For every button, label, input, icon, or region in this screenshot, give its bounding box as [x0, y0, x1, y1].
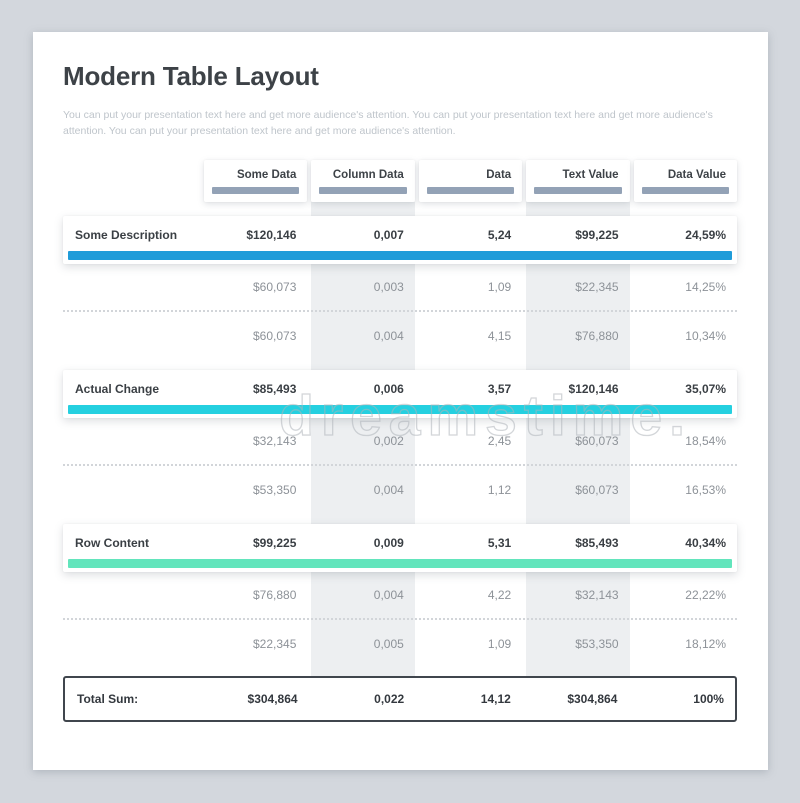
row-value: 2,45: [487, 434, 512, 448]
slide-card: Modern Table Layout You can put your pre…: [33, 32, 768, 770]
row-value: $53,350: [575, 637, 619, 651]
row-value: 4,22: [487, 588, 512, 602]
row-value: $22,345: [253, 637, 297, 651]
row-value: 18,54%: [685, 434, 726, 448]
column-header-label: Column Data: [332, 169, 404, 181]
table-row-normal: $32,143 0,002 2,45 $60,073 18,54%: [63, 418, 737, 466]
column-header-underline-bar: [534, 187, 622, 194]
row-value: $99,225: [253, 535, 297, 550]
row-value: 0,006: [373, 381, 404, 396]
row-value: $53,350: [253, 483, 297, 497]
table-row-normal: $22,345 0,005 1,09 $53,350 18,12%: [63, 620, 737, 668]
row-value: 0,004: [373, 483, 404, 497]
table-row-highlight: Actual Change $85,493 0,006 3,57 $120,146 35,…: [63, 370, 737, 418]
row-label: Row Content: [75, 535, 149, 550]
content-area: Modern Table Layout You can put your pre…: [33, 61, 768, 722]
row-value: 0,009: [373, 535, 404, 550]
column-header-some-data: Some Data: [204, 160, 308, 202]
column-header-label: Data: [486, 169, 512, 181]
header-spacer: [63, 160, 200, 202]
row-value: 5,24: [487, 227, 512, 242]
column-header-text-value: Text Value: [526, 160, 630, 202]
row-value: $99,225: [575, 227, 619, 242]
column-header-label: Data Value: [667, 169, 726, 181]
row-value: $85,493: [575, 535, 619, 550]
table-row-normal: $60,073 0,004 4,15 $76,880 10,34%: [63, 312, 737, 360]
row-value: $32,143: [253, 434, 297, 448]
row-value: 0,022: [374, 692, 405, 706]
row-value: 1,12: [487, 483, 512, 497]
column-stripe-text-value: [526, 202, 630, 722]
column-header-underline-bar: [426, 187, 515, 194]
row-accent-bar: [68, 405, 732, 414]
row-value: $76,880: [253, 588, 297, 602]
row-value: $120,146: [246, 227, 297, 242]
row-value: 0,004: [373, 329, 404, 343]
row-value: 4,15: [487, 329, 512, 343]
row-value: 24,59%: [685, 227, 726, 242]
table-row-normal: $60,073 0,003 1,09 $22,345 14,25%: [63, 264, 737, 312]
row-label: Actual Change: [75, 381, 160, 396]
row-value: 14,25%: [685, 280, 726, 294]
row-value: $304,864: [247, 692, 298, 706]
table-row-normal: $76,880 0,004 4,22 $32,143 22,22%: [63, 572, 737, 620]
table-row-normal: $53,350 0,004 1,12 $60,073 16,53%: [63, 466, 737, 514]
row-value: $32,143: [575, 588, 619, 602]
row-value: 1,09: [487, 637, 512, 651]
row-value: 22,22%: [685, 588, 726, 602]
table-rows: Some Description $120,146 0,007 5,24 $99,225…: [63, 216, 737, 722]
page-description: You can put your presentation text here …: [63, 109, 713, 137]
row-value: 1,09: [487, 280, 512, 294]
row-value: $85,493: [253, 381, 297, 396]
column-header-label: Some Data: [236, 169, 297, 181]
table-row-total: Total Sum: $304,864 0,022 14,12 $304,864 100%: [63, 676, 737, 722]
row-value: 0,003: [373, 280, 404, 294]
row-value: $304,864: [567, 692, 618, 706]
data-table: Some Data Column Data Data Text Value Da…: [63, 160, 737, 722]
column-header-column-data: Column Data: [311, 160, 415, 202]
row-accent-bar: [68, 559, 732, 568]
row-value: $60,073: [253, 329, 297, 343]
column-stripe-column-data: [311, 202, 415, 722]
column-header-underline-bar: [641, 187, 729, 194]
row-accent-bar: [68, 251, 732, 260]
row-value: 40,34%: [685, 535, 726, 550]
column-header-label: Text Value: [562, 169, 619, 181]
row-value: 16,53%: [685, 483, 726, 497]
row-value: 0,007: [373, 227, 404, 242]
row-value: $120,146: [568, 381, 619, 396]
row-value: 0,004: [373, 588, 404, 602]
row-value: 0,002: [373, 434, 404, 448]
column-header-data-value: Data Value: [633, 160, 737, 202]
table-header-row: Some Data Column Data Data Text Value Da…: [63, 160, 737, 202]
row-value: 10,34%: [685, 329, 726, 343]
row-value: 100%: [693, 692, 724, 706]
row-value: $60,073: [575, 434, 619, 448]
table-row-highlight: Some Description $120,146 0,007 5,24 $99,225…: [63, 216, 737, 264]
row-label: Total Sum:: [77, 692, 139, 706]
row-value: $22,345: [575, 280, 619, 294]
page-title: Modern Table Layout: [63, 61, 319, 91]
row-value: 35,07%: [685, 381, 726, 396]
row-value: 3,57: [487, 381, 512, 396]
column-header-data: Data: [418, 160, 523, 202]
row-value: $60,073: [253, 280, 297, 294]
row-value: 14,12: [480, 692, 511, 706]
column-header-underline-bar: [319, 187, 407, 194]
row-value: 5,31: [487, 535, 512, 550]
row-label: Some Description: [75, 227, 178, 242]
row-value: 18,12%: [685, 637, 726, 651]
column-header-underline-bar: [212, 187, 300, 194]
row-value: $60,073: [575, 483, 619, 497]
row-value: 0,005: [373, 637, 404, 651]
row-value: $76,880: [575, 329, 619, 343]
table-row-highlight: Row Content $99,225 0,009 5,31 $85,493 40,34%: [63, 524, 737, 572]
